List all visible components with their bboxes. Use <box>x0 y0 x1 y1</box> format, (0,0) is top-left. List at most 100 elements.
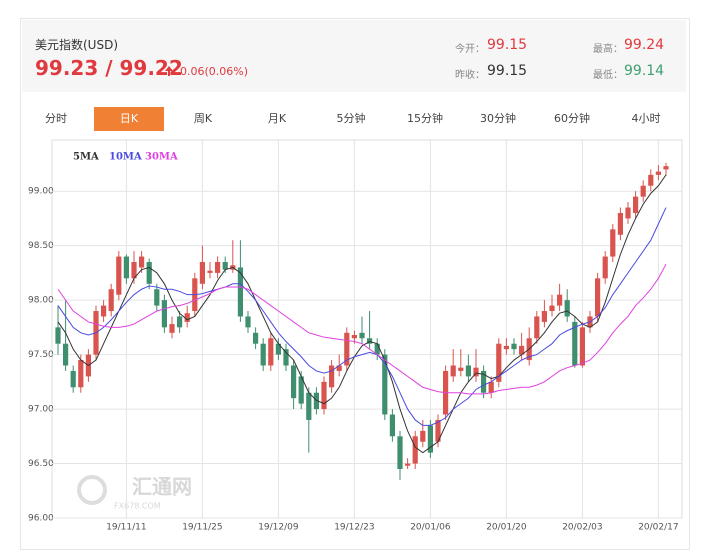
candle-body <box>184 313 190 322</box>
tab[interactable]: 分时 <box>45 112 67 125</box>
candle-body <box>253 332 259 344</box>
candle-body <box>610 229 616 257</box>
stat-label: 最低： <box>593 70 623 81</box>
candle-body <box>557 294 563 306</box>
tab[interactable]: 4小时 <box>631 112 661 125</box>
ma-line <box>57 174 667 454</box>
candle-body <box>321 381 327 410</box>
tab[interactable]: 5分钟 <box>336 112 366 125</box>
candle-body <box>215 262 221 273</box>
x-tick-label: 19/11/25 <box>182 523 222 533</box>
tab[interactable]: 15分钟 <box>407 112 443 125</box>
candle-body <box>633 196 639 213</box>
candle-body <box>161 300 167 328</box>
candle-body <box>427 425 433 453</box>
price: 99.23 / 99.22 <box>35 56 183 80</box>
candle-body <box>389 414 395 437</box>
candle-body <box>655 171 661 175</box>
candle-body <box>564 300 570 317</box>
candle-body <box>473 367 479 377</box>
ma-line <box>57 207 667 426</box>
candle-body <box>237 267 243 317</box>
candle-body <box>245 316 251 328</box>
tab[interactable]: 60分钟 <box>554 112 590 125</box>
quote-header <box>22 20 686 92</box>
candle-body <box>177 316 183 328</box>
change: 0.06(0.06%) <box>180 65 249 78</box>
candle-body <box>169 324 175 333</box>
candle-body <box>351 334 357 339</box>
candle-body <box>534 316 540 339</box>
candle-body <box>344 332 350 366</box>
candle-body <box>435 419 441 442</box>
legend-label: 5MA <box>73 152 99 163</box>
candle-body <box>207 270 213 273</box>
candle-body <box>511 343 517 350</box>
candle-body <box>306 392 312 420</box>
y-tick-label: 97.50 <box>28 350 54 360</box>
tab[interactable]: 月K <box>267 112 287 125</box>
x-tick-label: 19/11/11 <box>106 523 146 533</box>
candle-body <box>397 436 403 469</box>
candle-body <box>481 370 487 393</box>
candle-body <box>70 370 76 388</box>
candle-body <box>450 365 456 377</box>
y-tick-label: 98.50 <box>28 241 54 251</box>
candle-body <box>131 262 137 279</box>
watermark: 汇通网 <box>132 475 192 499</box>
candle-body <box>617 212 623 235</box>
candle-body <box>260 343 266 366</box>
candle-body <box>640 185 646 197</box>
stat-label: 今开： <box>455 44 485 55</box>
candle-body <box>154 289 160 306</box>
candle-body <box>374 343 380 355</box>
x-tick-label: 20/01/20 <box>486 523 527 533</box>
candle-body <box>291 365 297 399</box>
candle-body <box>298 376 304 404</box>
candle-body <box>625 207 631 219</box>
candle-body <box>412 436 418 464</box>
stat-value: 99.15 <box>487 37 528 53</box>
candle-body <box>359 332 365 339</box>
tab-active[interactable]: 日K <box>94 107 164 131</box>
candle-body <box>519 345 525 355</box>
x-tick-label: 20/02/17 <box>638 523 678 533</box>
x-tick-label: 19/12/09 <box>258 523 299 533</box>
candle-body <box>579 327 585 366</box>
candle-body <box>222 262 228 270</box>
candle-body <box>78 360 84 388</box>
candle-body <box>367 338 373 344</box>
y-tick-label: 97.00 <box>28 405 54 415</box>
candle-body <box>108 289 114 312</box>
stat-value: 99.14 <box>624 63 665 79</box>
candle-body <box>465 365 471 377</box>
y-tick-label: 99.00 <box>28 187 54 197</box>
candle-body <box>313 392 319 410</box>
candle-body <box>116 256 122 295</box>
stat-label: 最高： <box>593 44 623 55</box>
watermark-logo <box>77 475 107 505</box>
plot-frame <box>51 139 683 519</box>
watermark-sub: FX678.COM <box>114 502 161 511</box>
candle-body <box>146 262 152 284</box>
tab[interactable]: 周K <box>193 112 213 125</box>
tab[interactable]: 30分钟 <box>480 112 516 125</box>
frame <box>20 18 690 550</box>
legend-label: 10MA <box>109 152 142 163</box>
candle-body <box>503 345 509 350</box>
ma-line <box>57 263 667 395</box>
candle-body <box>405 463 411 466</box>
candle-body <box>199 262 205 284</box>
candle-body <box>496 343 502 382</box>
stat-label: 昨收： <box>455 70 485 81</box>
candle-body <box>63 343 69 366</box>
candle-body <box>595 278 601 317</box>
candle-body <box>336 365 342 371</box>
candle-body <box>541 311 547 322</box>
x-tick-label: 20/01/06 <box>410 523 451 533</box>
stat-value: 99.24 <box>624 37 665 53</box>
candle-body <box>648 174 654 186</box>
candle-body <box>382 354 388 415</box>
candle-body <box>420 430 426 442</box>
